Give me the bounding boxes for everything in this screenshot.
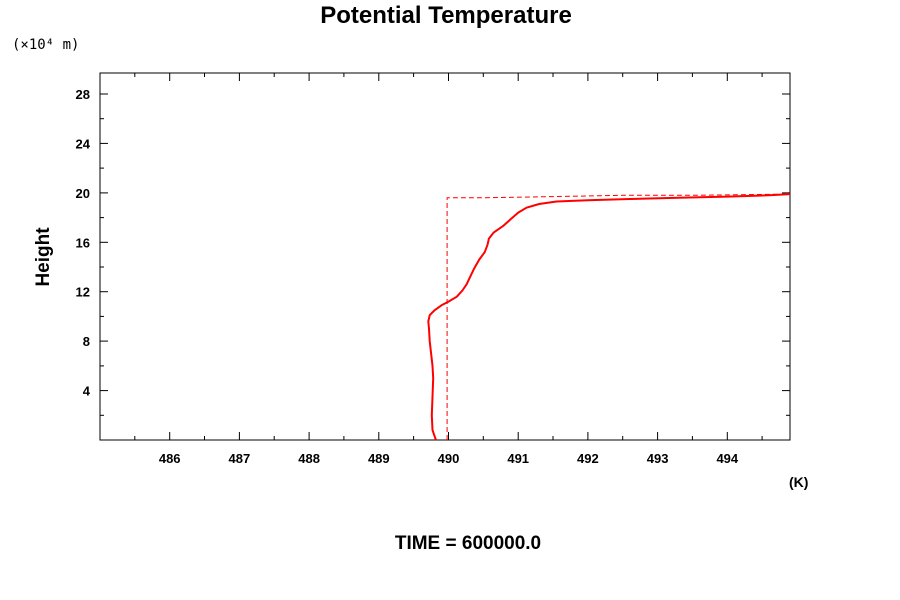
tick-labels: 486 487 488 489 490 491 492 493 494 4 8 12 16 20 24 28 <box>76 87 739 466</box>
y-tick-label: 4 <box>83 384 91 399</box>
x-tick-label: 490 <box>438 451 460 466</box>
chart-title: Potential Temperature <box>320 2 572 29</box>
initial-profile-line <box>446 193 791 440</box>
x-tick-label: 491 <box>507 451 529 466</box>
x-tick-label: 486 <box>159 451 181 466</box>
x-tick-label: 493 <box>647 451 669 466</box>
time-footer: TIME = 600000.0 <box>395 533 541 554</box>
x-tick-label: 492 <box>577 451 599 466</box>
plot-frame <box>99 72 791 441</box>
y-scale-label: (×10⁴ m) <box>12 37 79 53</box>
x-tick-label: 488 <box>298 451 320 466</box>
tick-marks <box>99 73 790 440</box>
x-unit-label: (K) <box>789 474 808 490</box>
x-tick-label: 487 <box>229 451 251 466</box>
y-tick-label: 28 <box>76 87 90 102</box>
x-tick-label: 489 <box>368 451 390 466</box>
series-lines <box>427 193 791 441</box>
temperature-profile-line <box>427 193 791 441</box>
y-tick-label: 12 <box>76 285 90 300</box>
y-tick-label: 8 <box>83 334 90 349</box>
y-tick-label: 16 <box>76 235 90 250</box>
x-tick-label: 494 <box>716 451 738 466</box>
y-tick-label: 24 <box>76 136 91 151</box>
y-axis-label: Height <box>33 227 54 287</box>
y-tick-label: 20 <box>76 186 90 201</box>
